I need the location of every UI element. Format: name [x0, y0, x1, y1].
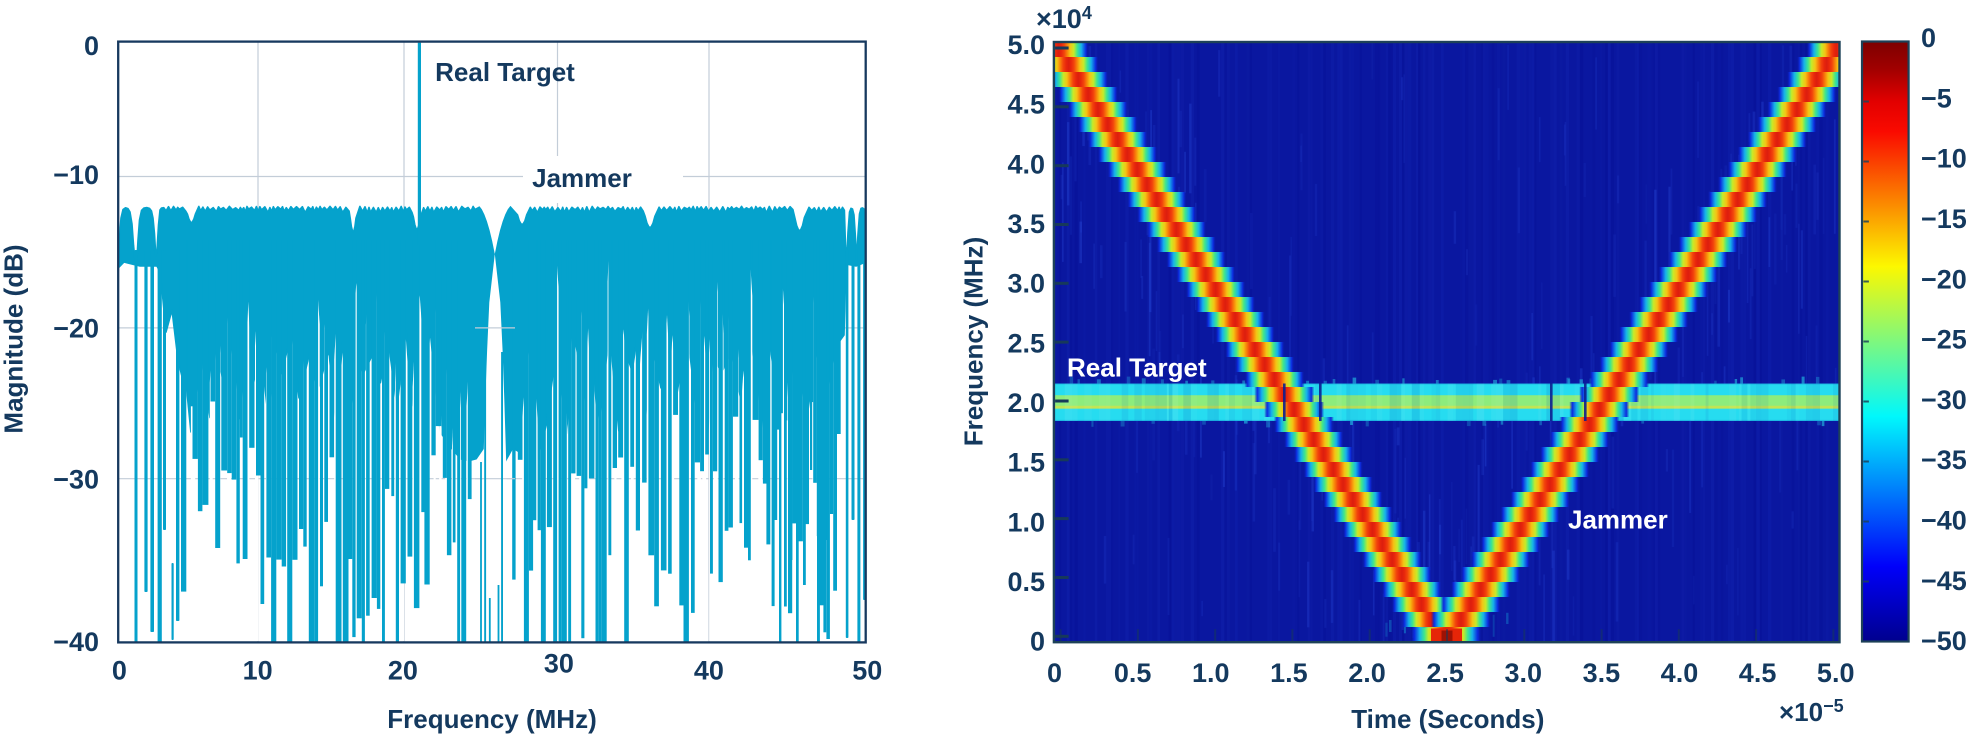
svg-text:0.5: 0.5	[1114, 658, 1152, 688]
svg-text:0: 0	[112, 656, 127, 686]
svg-text:Real Target: Real Target	[1067, 353, 1207, 383]
svg-text:2.5: 2.5	[1007, 328, 1045, 358]
svg-text:40: 40	[694, 656, 724, 686]
svg-text:−50: −50	[1921, 626, 1967, 656]
svg-text:5.0: 5.0	[1817, 658, 1855, 688]
svg-text:−15: −15	[1921, 204, 1967, 234]
svg-text:0: 0	[84, 31, 99, 61]
svg-text:−5: −5	[1921, 83, 1952, 113]
svg-text:4.0: 4.0	[1661, 658, 1699, 688]
svg-text:Magnitude (dB): Magnitude (dB)	[0, 244, 29, 433]
svg-text:1.0: 1.0	[1192, 658, 1230, 688]
svg-text:−20: −20	[53, 314, 99, 344]
svg-text:3.5: 3.5	[1007, 209, 1045, 239]
svg-text:−30: −30	[53, 464, 99, 494]
svg-text:20: 20	[388, 656, 418, 686]
svg-text:Frequency (MHz): Frequency (MHz)	[958, 237, 988, 446]
svg-text:0.5: 0.5	[1007, 567, 1045, 597]
svg-text:3.5: 3.5	[1583, 658, 1621, 688]
svg-text:10: 10	[243, 656, 273, 686]
svg-text:1.0: 1.0	[1007, 507, 1045, 537]
svg-text:0: 0	[1921, 23, 1936, 53]
svg-text:5.0: 5.0	[1007, 30, 1045, 60]
svg-text:1.5: 1.5	[1007, 448, 1045, 478]
svg-text:Real Target: Real Target	[435, 57, 575, 87]
svg-text:−10: −10	[53, 160, 99, 190]
svg-text:Time (Seconds): Time (Seconds)	[1351, 704, 1544, 734]
svg-text:Frequency (MHz): Frequency (MHz)	[387, 704, 596, 734]
svg-text:50: 50	[852, 656, 882, 686]
svg-text:−25: −25	[1921, 325, 1967, 355]
svg-text:−20: −20	[1921, 264, 1967, 294]
svg-text:Jammer: Jammer	[532, 163, 632, 193]
svg-text:1.5: 1.5	[1270, 658, 1308, 688]
svg-text:0: 0	[1030, 627, 1045, 657]
svg-text:2.0: 2.0	[1348, 658, 1386, 688]
svg-text:−35: −35	[1921, 445, 1967, 475]
svg-text:4.5: 4.5	[1739, 658, 1777, 688]
svg-text:4.5: 4.5	[1007, 90, 1045, 120]
svg-text:3.0: 3.0	[1504, 658, 1542, 688]
svg-text:0: 0	[1047, 658, 1062, 688]
svg-text:−45: −45	[1921, 566, 1967, 596]
svg-text:−40: −40	[53, 627, 99, 657]
svg-text:4.0: 4.0	[1007, 149, 1045, 179]
svg-text:3.0: 3.0	[1007, 269, 1045, 299]
svg-text:30: 30	[544, 649, 574, 679]
svg-text:−30: −30	[1921, 385, 1967, 415]
svg-text:2.5: 2.5	[1426, 658, 1464, 688]
svg-text:Jammer: Jammer	[1568, 504, 1668, 534]
svg-text:−40: −40	[1921, 506, 1967, 536]
svg-text:−10: −10	[1921, 144, 1967, 174]
svg-text:2.0: 2.0	[1007, 388, 1045, 418]
